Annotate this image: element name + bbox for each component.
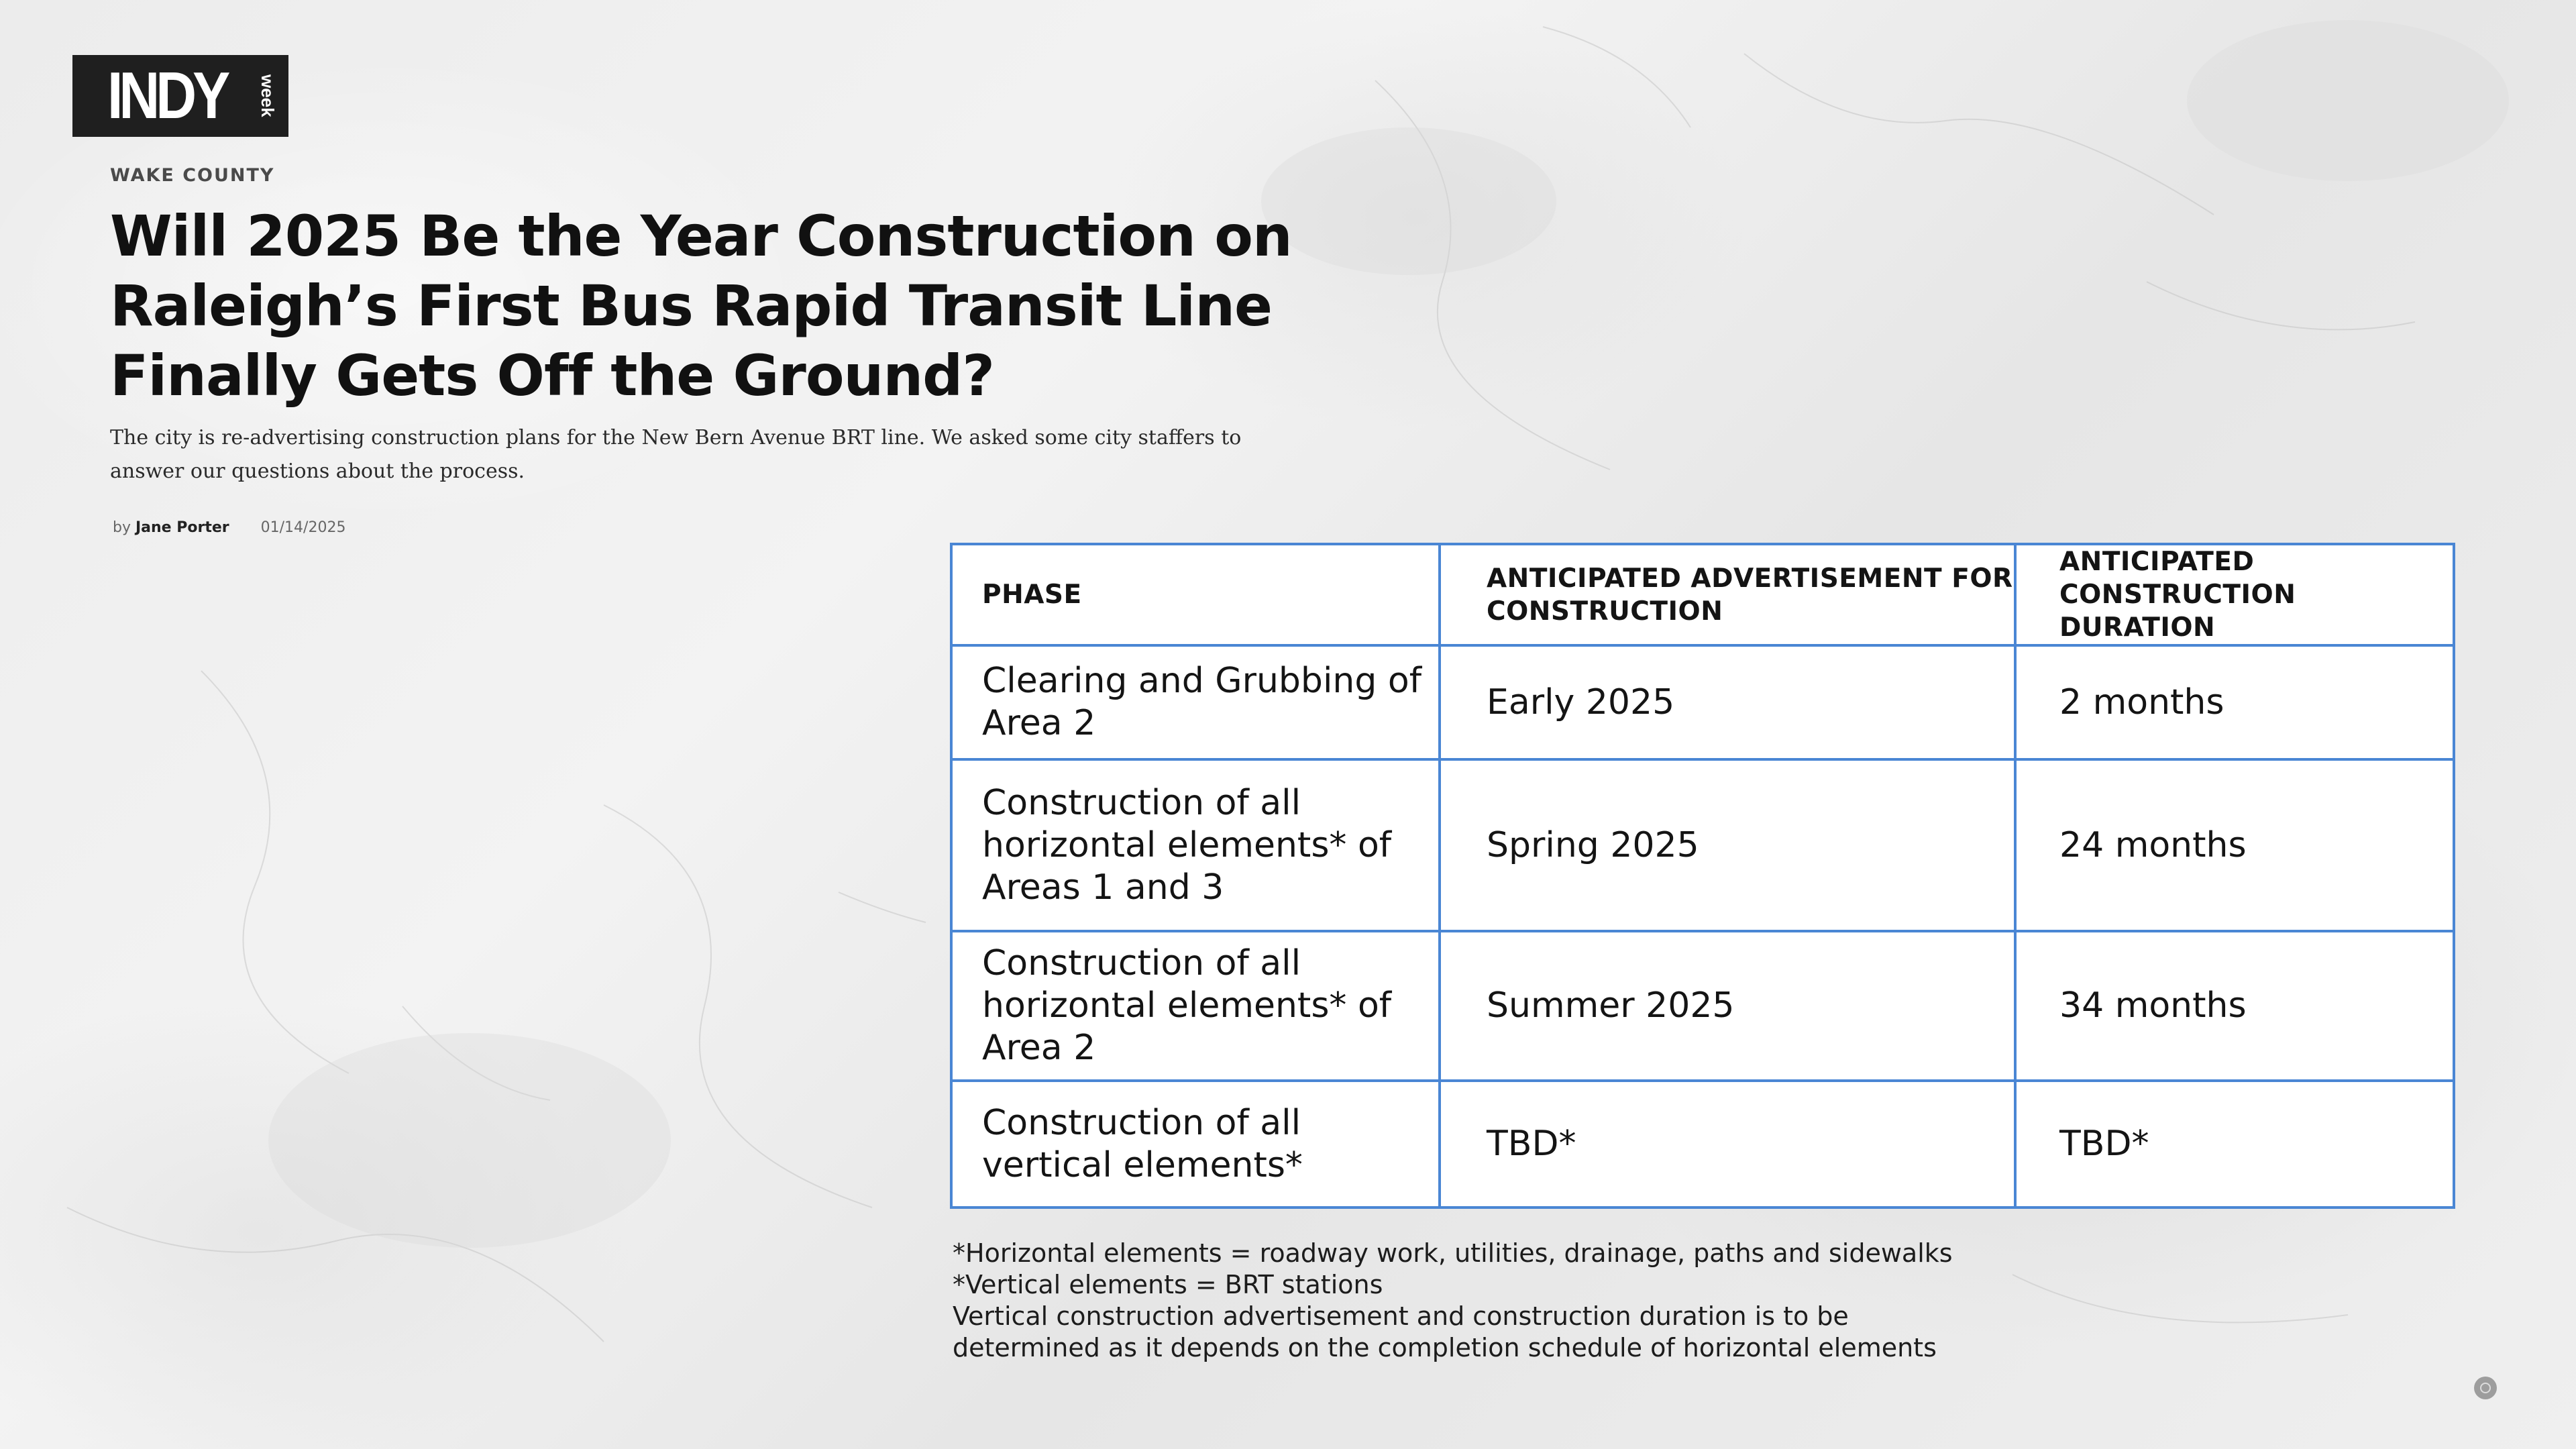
phase-cell: Construction of all vertical elements* [950, 1079, 1441, 1209]
article-title: Will 2025 Be the Year Construction on Ra… [110, 203, 1293, 409]
advertisement-cell: Summer 2025 [1438, 930, 2017, 1082]
table-footnotes: *Horizontal elements = roadway work, uti… [953, 1238, 2428, 1364]
advertisement-cell: TBD* [1438, 1079, 2017, 1209]
byline-prefix: by [113, 519, 131, 536]
duration-cell: TBD* [2014, 1079, 2455, 1209]
byline: by Jane Porter 01/14/2025 [113, 519, 345, 536]
advertisement-cell: Early 2025 [1438, 644, 2017, 761]
duration-cell: 24 months [2014, 758, 2455, 932]
table-row: Construction of all horizontal elements*… [950, 930, 2455, 1082]
footnote-line: determined as it depends on the completi… [953, 1333, 1937, 1362]
indy-week-logo[interactable]: INDY week [72, 55, 288, 137]
publish-date: 01/14/2025 [260, 519, 346, 536]
header-phase: PHASE [950, 543, 1441, 647]
section-label[interactable]: WAKE COUNTY [110, 165, 275, 186]
table-header-row: PHASE ANTICIPATED ADVERTISEMENT FOR CONS… [950, 543, 2455, 647]
construction-phase-table: PHASE ANTICIPATED ADVERTISEMENT FOR CONS… [950, 543, 2455, 1209]
table-row: Construction of all horizontal elements*… [950, 758, 2455, 932]
footnote-line: Vertical construction advertisement and … [953, 1301, 1849, 1331]
footnote-line: *Horizontal elements = roadway work, uti… [953, 1238, 1953, 1268]
phase-cell: Construction of all horizontal elements*… [950, 758, 1441, 932]
logo-wordmark: INDY [107, 58, 230, 132]
advertisement-cell: Spring 2025 [1438, 758, 2017, 932]
duration-cell: 34 months [2014, 930, 2455, 1082]
header-advertisement: ANTICIPATED ADVERTISEMENT FOR CONSTRUCTI… [1438, 543, 2017, 647]
phase-cell: Clearing and Grubbing of Area 2 [950, 644, 1441, 761]
author-name[interactable]: Jane Porter [135, 519, 229, 536]
article-dek: The city is re-advertising construction … [110, 426, 1242, 483]
corner-control-button[interactable] [2474, 1377, 2497, 1399]
phase-cell: Construction of all horizontal elements*… [950, 930, 1441, 1082]
duration-cell: 2 months [2014, 644, 2455, 761]
logo-week-text: week [258, 74, 278, 117]
table-row: Clearing and Grubbing of Area 2 Early 20… [950, 644, 2455, 761]
table-row: Construction of all vertical elements* T… [950, 1079, 2455, 1209]
footnote-line: *Vertical elements = BRT stations [953, 1270, 1383, 1299]
header-duration: ANTICIPATED CONSTRUCTION DURATION [2014, 543, 2455, 647]
